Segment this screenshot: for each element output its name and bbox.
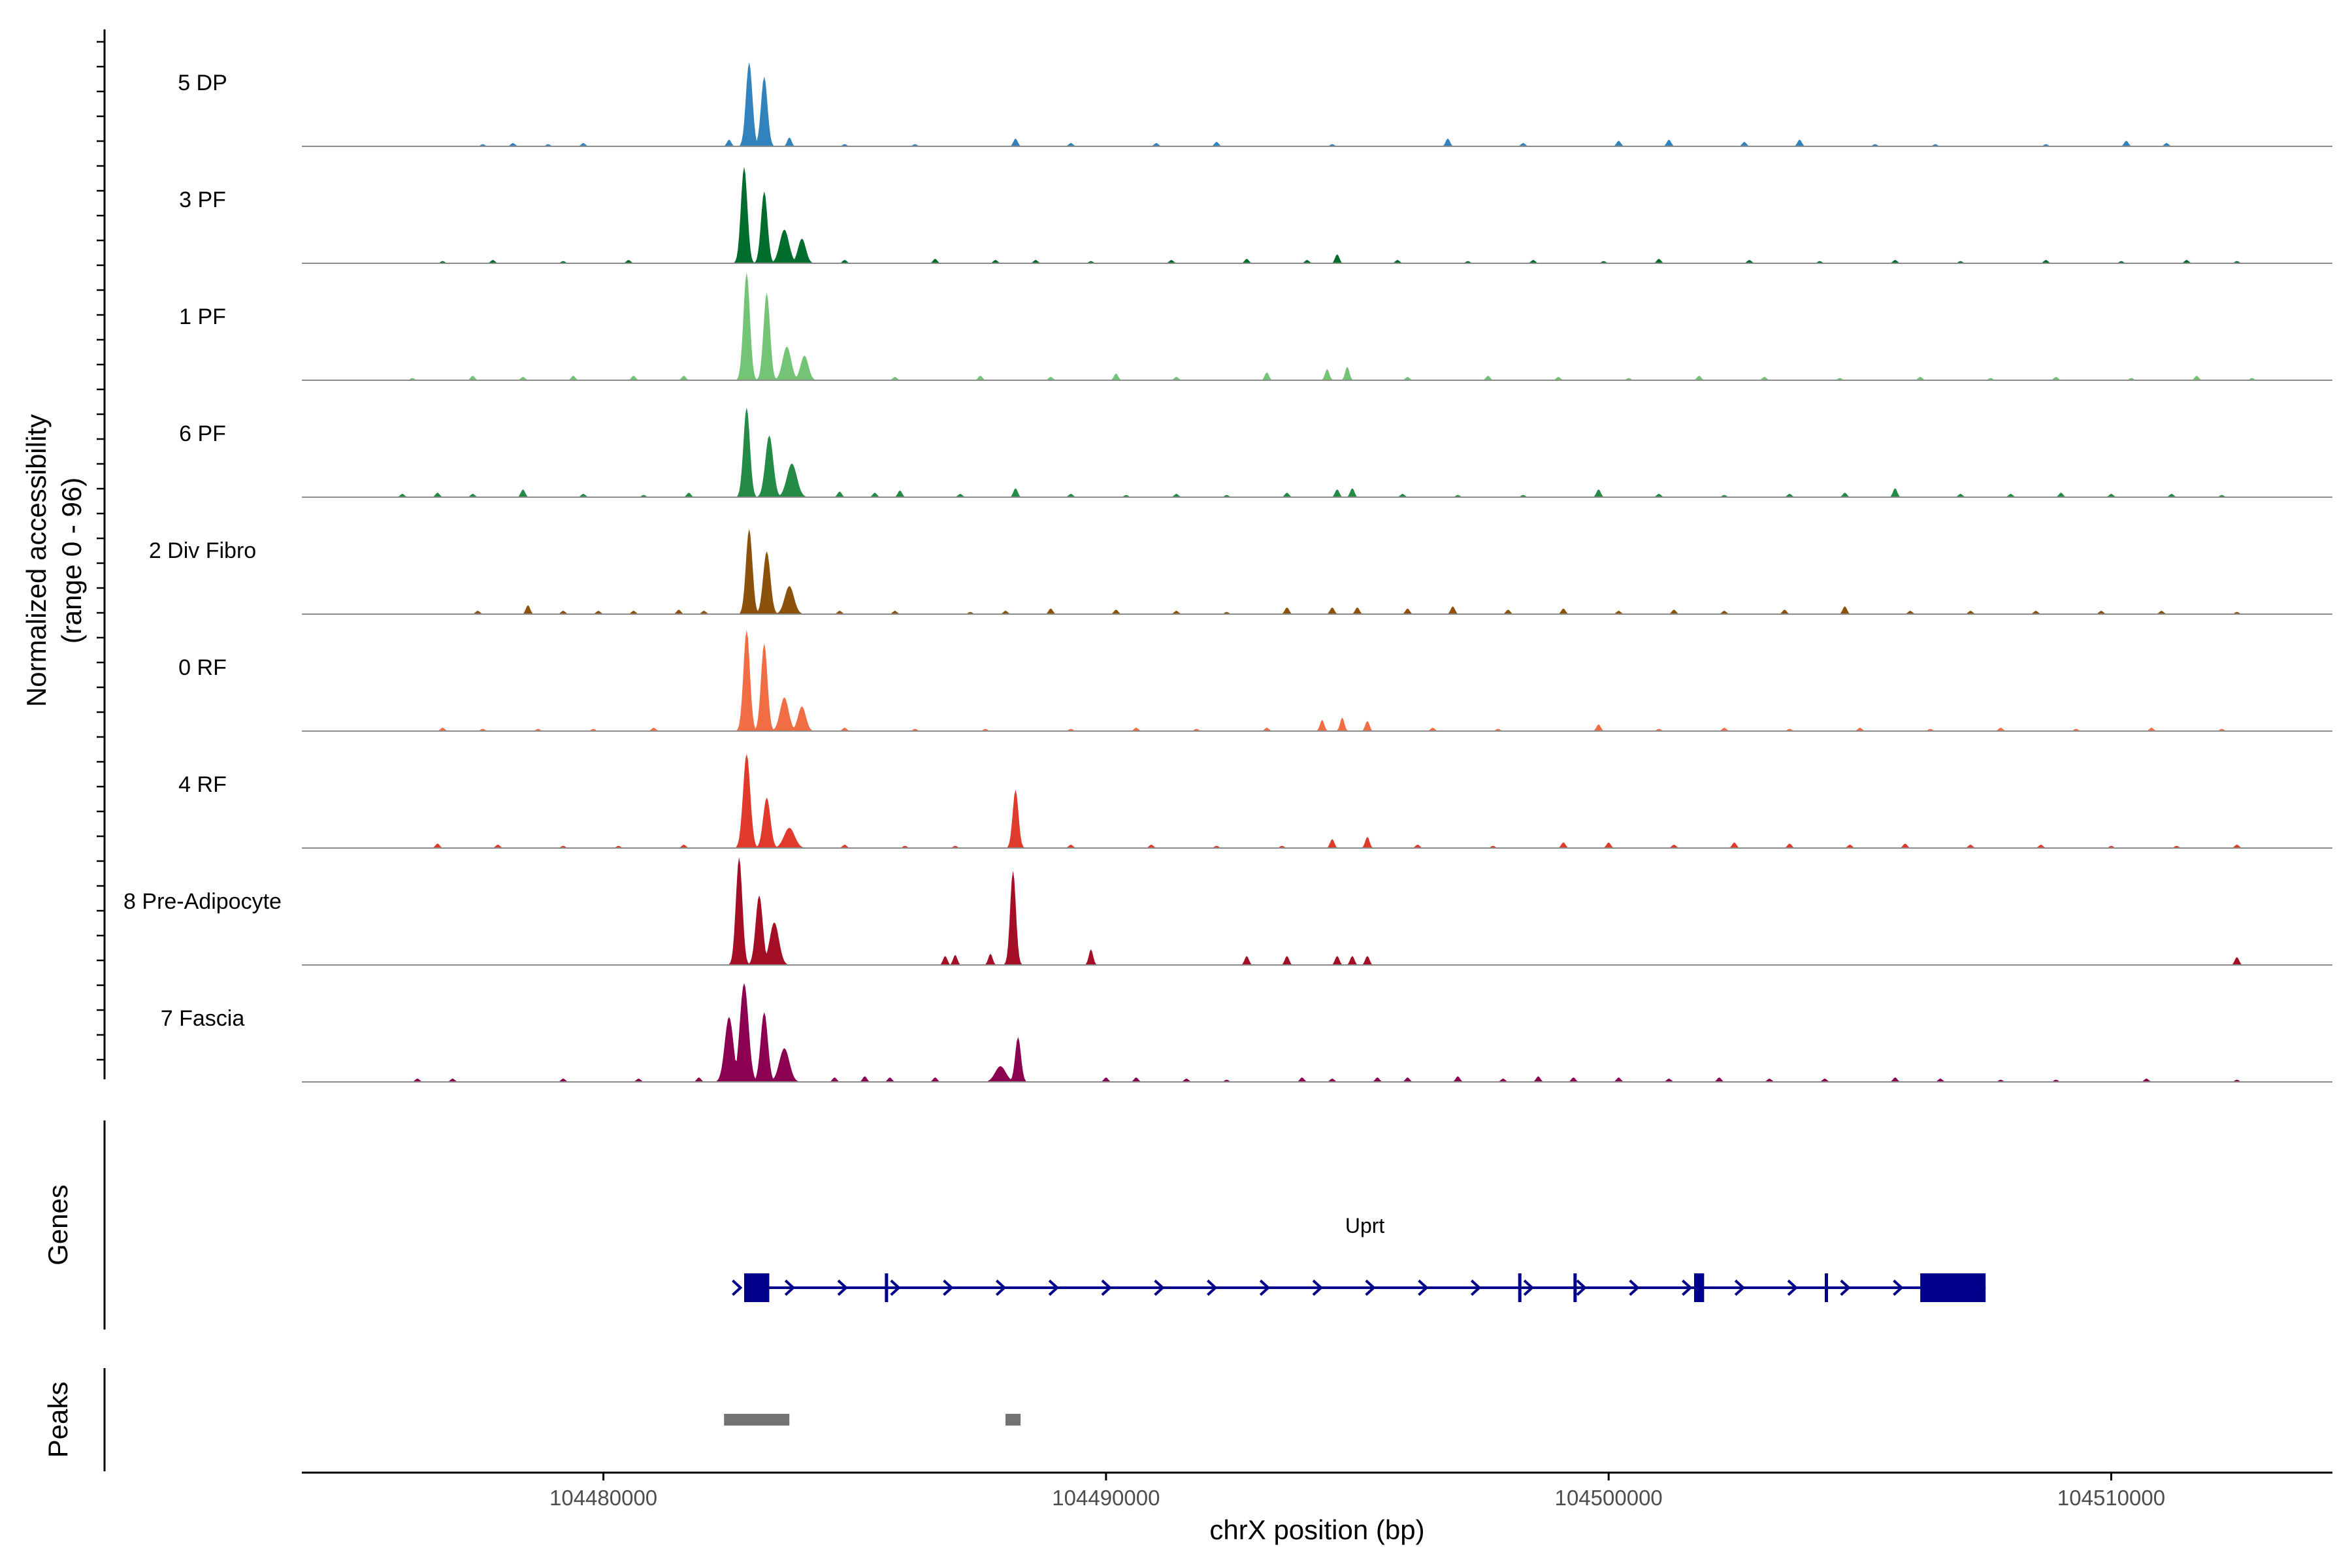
- y-axis: Normalized accessibility (range 0 - 96): [21, 29, 106, 1079]
- track-2: 3 PF: [179, 167, 2332, 264]
- gene-exon: [885, 1273, 889, 1302]
- peak-bars: [724, 1414, 1021, 1426]
- track-label: 4 RF: [178, 772, 227, 797]
- strand-arrow: [1207, 1279, 1218, 1296]
- x-axis: 104480000 104490000 104500000 104510000 chr…: [302, 1471, 2332, 1545]
- strand-arrow: [1365, 1279, 1376, 1296]
- strand-arrow: [784, 1279, 796, 1296]
- coverage-area: [302, 857, 2332, 965]
- strand-arrow: [1470, 1279, 1482, 1296]
- track-label: 5 DP: [178, 71, 227, 95]
- gene-model: [732, 1273, 1986, 1302]
- strand-arrow: [1787, 1279, 1798, 1296]
- strand-arrow: [1840, 1279, 1851, 1296]
- gene-exon: [1825, 1273, 1828, 1302]
- strand-arrow: [1048, 1279, 1060, 1296]
- strand-arrow: [1259, 1279, 1271, 1296]
- gene-exon: [743, 1273, 770, 1302]
- coverage-area: [302, 529, 2332, 614]
- gene-exon: [1573, 1273, 1577, 1302]
- coverage-area: [302, 62, 2332, 146]
- strand-arrow: [890, 1279, 901, 1296]
- track-label: 2 Div Fibro: [149, 538, 256, 563]
- genes-panel: Genes Uprt: [42, 1120, 1986, 1330]
- coverage-area: [302, 167, 2332, 263]
- strand-arrow: [1629, 1279, 1640, 1296]
- track-9: 7 Fascia: [161, 983, 2332, 1083]
- strand-arrow: [1523, 1279, 1535, 1296]
- track-4: 6 PF: [179, 407, 2332, 498]
- coverage-area: [302, 630, 2332, 731]
- track-5: 2 Div Fibro: [149, 529, 2332, 615]
- coverage-tracks: 5 DP 3 PF 1 PF 6 PF 2 Div Fibro 0 RF 4 RF 8 Pre…: [123, 62, 2332, 1083]
- peak-region: [724, 1414, 790, 1426]
- strand-arrow: [943, 1279, 954, 1296]
- genes-panel-title: Genes: [42, 1184, 73, 1266]
- x-axis-ticks: 104480000 104490000 104500000 104510000: [549, 1473, 2165, 1510]
- y-axis-title: Normalized accessibility: [21, 414, 52, 707]
- track-7: 4 RF: [178, 753, 2332, 849]
- gene-exon: [1518, 1273, 1522, 1302]
- gene-exon: [1920, 1273, 1986, 1302]
- strand-arrow: [1312, 1279, 1323, 1296]
- strand-arrow: [1101, 1279, 1112, 1296]
- track-label: 6 PF: [179, 421, 226, 446]
- track-label: 7 Fascia: [161, 1006, 245, 1031]
- x-tick-label: 104500000: [1555, 1486, 1663, 1510]
- coverage-area: [302, 983, 2332, 1082]
- gene-label: Uprt: [1345, 1214, 1385, 1237]
- track-3: 1 PF: [179, 272, 2332, 381]
- strand-arrow: [837, 1279, 848, 1296]
- strand-arrow: [995, 1279, 1007, 1296]
- coverage-area: [302, 753, 2332, 848]
- x-axis-title: chrX position (bp): [1209, 1514, 1424, 1545]
- coverage-area: [302, 272, 2332, 380]
- y-axis-ticks: [97, 41, 105, 1061]
- strand-arrow: [732, 1279, 743, 1296]
- track-label: 0 RF: [178, 655, 227, 680]
- y-axis-subtitle: (range 0 - 96): [56, 478, 87, 644]
- track-6: 0 RF: [178, 630, 2332, 732]
- x-tick-label: 104480000: [549, 1486, 657, 1510]
- strand-arrow: [1734, 1279, 1746, 1296]
- track-8: 8 Pre-Adipocyte: [123, 857, 2332, 966]
- coverage-area: [302, 407, 2332, 497]
- peak-region: [1005, 1414, 1021, 1426]
- x-tick-label: 104510000: [2057, 1486, 2165, 1510]
- track-label: 8 Pre-Adipocyte: [123, 889, 282, 914]
- x-tick-label: 104490000: [1052, 1486, 1160, 1510]
- strand-arrow: [1893, 1279, 1904, 1296]
- track-1: 5 DP: [178, 62, 2332, 147]
- track-label: 1 PF: [179, 304, 226, 329]
- strand-arrow: [1154, 1279, 1165, 1296]
- strand-arrow: [1576, 1279, 1587, 1296]
- track-label: 3 PF: [179, 188, 226, 212]
- gene-exon: [1693, 1273, 1705, 1302]
- strand-arrow: [1682, 1279, 1693, 1296]
- peaks-panel-title: Peaks: [42, 1382, 73, 1458]
- strand-arrow: [1418, 1279, 1429, 1296]
- peaks-panel: Peaks: [42, 1368, 1021, 1471]
